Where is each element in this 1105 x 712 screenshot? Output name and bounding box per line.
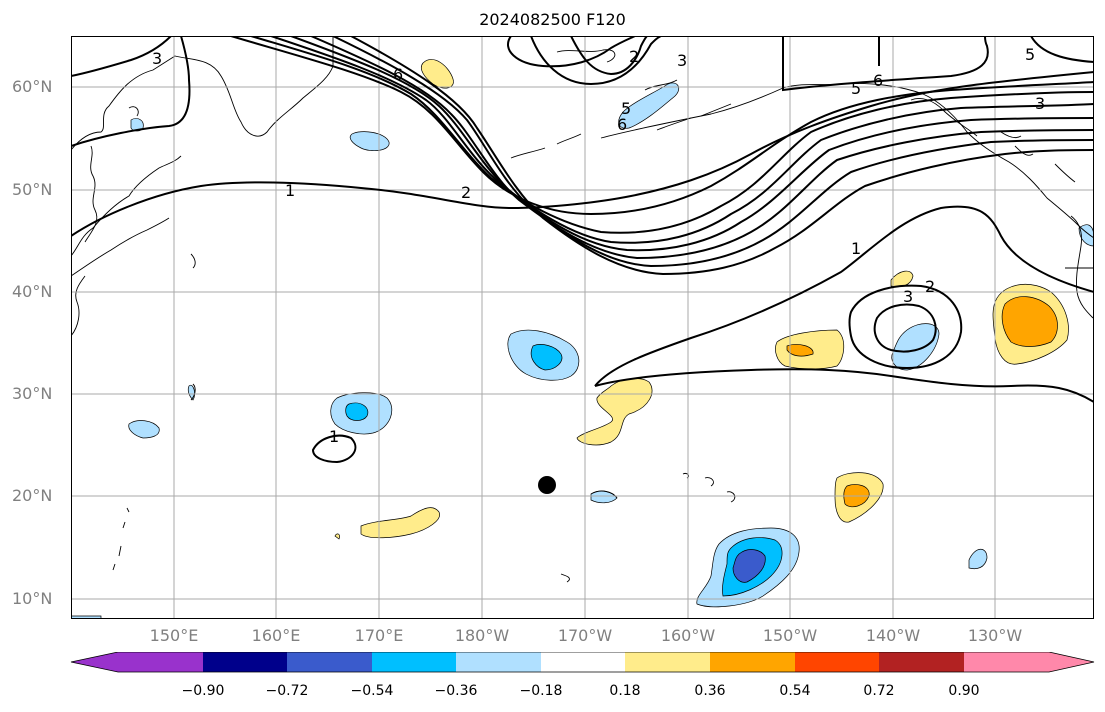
contour-label: 5 xyxy=(621,99,631,118)
colorbar-tick: −0.36 xyxy=(434,683,478,699)
location-marker xyxy=(538,476,556,494)
colorbar-extend-max xyxy=(1049,652,1094,672)
colorbar-tick: 0.36 xyxy=(694,683,726,699)
colorbar-tick: 0.90 xyxy=(948,683,980,699)
shaded-anomaly-fields xyxy=(70,59,1095,620)
colorbar-segment xyxy=(541,652,625,672)
graticule xyxy=(71,36,1094,619)
colorbar-segment xyxy=(795,652,879,672)
lat-label-60n: 60°N xyxy=(12,77,53,96)
colorbar-tick: −0.18 xyxy=(519,683,563,699)
colorbar-segment xyxy=(203,652,287,672)
lat-label-20n: 20°N xyxy=(12,486,53,505)
map-border xyxy=(71,36,1094,619)
contour-label: 3 xyxy=(152,49,162,68)
contour-label: 5 xyxy=(851,79,861,98)
lon-label-160e: 160°E xyxy=(251,626,301,645)
colorbar-outline xyxy=(70,651,1095,673)
contour-label: 3 xyxy=(1035,94,1045,113)
lon-label-150w: 150°W xyxy=(762,626,818,645)
colorbar-segment xyxy=(456,652,541,672)
contour-label: 5 xyxy=(1025,45,1035,64)
colorbar-tick: −0.90 xyxy=(181,683,225,699)
contour-label: 1 xyxy=(285,181,295,200)
colorbar-segment xyxy=(625,652,710,672)
contour-label: 2 xyxy=(925,277,935,296)
lon-label-180w: 180°W xyxy=(454,626,510,645)
contour-label: 3 xyxy=(903,287,913,306)
contour-lines xyxy=(70,35,1095,464)
contour-label: 1 xyxy=(851,239,861,258)
lat-label-30n: 30°N xyxy=(12,384,53,403)
map-panel: 3 6 2 3 5 6 5 6 5 3 1 2 1 2 3 1 xyxy=(70,35,1095,620)
colorbar-segment xyxy=(118,652,203,672)
colorbar-segment xyxy=(372,652,456,672)
contour-label: 6 xyxy=(873,71,883,90)
colorbar-tick: −0.54 xyxy=(350,683,394,699)
colorbar-segment xyxy=(287,652,372,672)
colorbar-segment xyxy=(879,652,964,672)
colorbar-tick: 0.72 xyxy=(863,683,895,699)
map-title: 2024082500 F120 xyxy=(479,10,626,29)
colorbar-segment xyxy=(964,652,1049,672)
contour-labels: 3 6 2 3 5 6 5 6 5 3 1 2 1 2 3 1 xyxy=(152,45,1045,446)
contour-label: 1 xyxy=(329,427,339,446)
colorbar-segment xyxy=(710,652,795,672)
colorbar xyxy=(0,651,1105,684)
contour-label: 3 xyxy=(677,51,687,70)
contour-label: 2 xyxy=(461,183,471,202)
lat-label-10n: 10°N xyxy=(12,589,53,608)
contour-label: 6 xyxy=(617,115,627,134)
contour-label: 2 xyxy=(629,47,639,66)
contour-label: 6 xyxy=(393,65,403,84)
lat-label-40n: 40°N xyxy=(12,282,53,301)
lon-label-130w: 130°W xyxy=(967,626,1023,645)
lat-label-50n: 50°N xyxy=(12,180,53,199)
colorbar-tick: 0.54 xyxy=(779,683,811,699)
lon-label-170w: 170°W xyxy=(557,626,613,645)
lon-label-170e: 170°E xyxy=(354,626,404,645)
colorbar-tick: −0.72 xyxy=(265,683,309,699)
colorbar-extend-min xyxy=(71,652,118,672)
lon-label-150e: 150°E xyxy=(149,626,199,645)
colorbar-segments xyxy=(71,652,1094,672)
colorbar-tick: 0.18 xyxy=(609,683,641,699)
lon-label-160w: 160°W xyxy=(660,626,716,645)
lon-label-140w: 140°W xyxy=(865,626,921,645)
